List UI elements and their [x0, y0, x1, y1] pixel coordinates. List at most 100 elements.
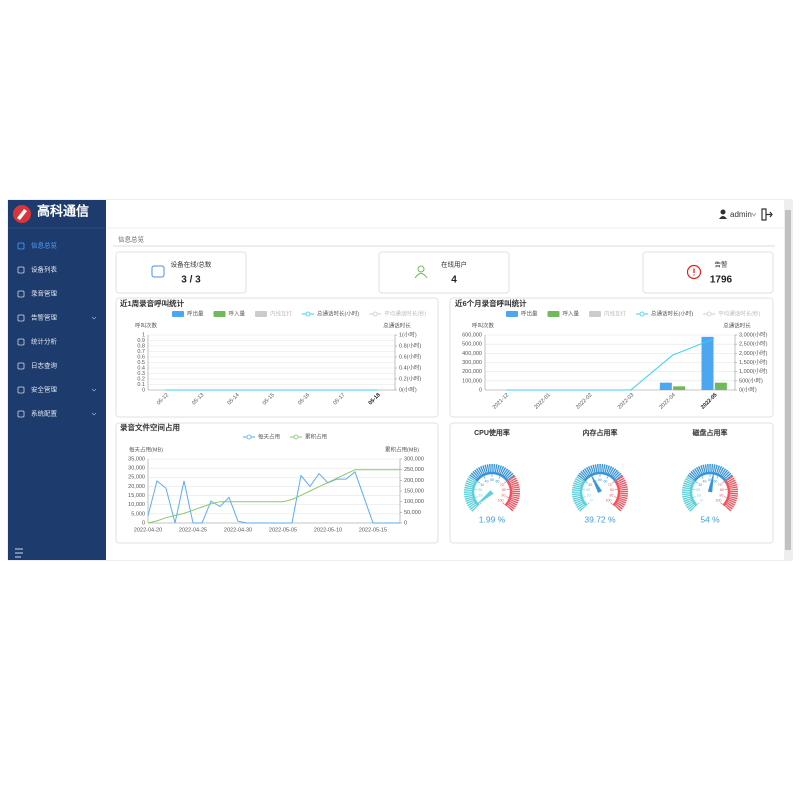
- gauge-tick: [697, 502, 700, 505]
- menu-item[interactable]: 设备列表: [31, 265, 58, 274]
- legend-label[interactable]: 总通话时长(小时): [651, 309, 693, 317]
- legend-marker[interactable]: [372, 311, 378, 317]
- chart-title: 录音文件空间占用: [120, 422, 180, 432]
- stat-card: [642, 251, 774, 294]
- menu-item[interactable]: 安全管理: [31, 385, 58, 394]
- legend-marker[interactable]: [547, 311, 560, 317]
- panel: [449, 422, 774, 544]
- collapse-button[interactable]: [15, 548, 23, 558]
- legend-label[interactable]: 呼出量: [521, 309, 538, 317]
- gauge-tick: [614, 496, 617, 498]
- gauge-tick-label: 70: [718, 483, 722, 487]
- x-tick-label: 2022-05-10: [314, 527, 342, 533]
- gauge-tick-label: 40: [703, 479, 707, 483]
- gauge-tick-label: 10: [697, 494, 701, 498]
- legend-marker[interactable]: [213, 311, 226, 317]
- menu-item[interactable]: 系统配置: [31, 409, 58, 418]
- menu-item[interactable]: 信息总览: [31, 241, 58, 250]
- gauge-tick-label: 80: [502, 488, 506, 492]
- legend-marker[interactable]: [589, 311, 602, 317]
- menu-icon[interactable]: [17, 242, 25, 250]
- y-tick-label: 300,000: [462, 360, 482, 366]
- menu-item[interactable]: 告警管理: [31, 313, 58, 322]
- menu-chevron[interactable]: [91, 316, 97, 320]
- legend-label[interactable]: 总通话时长(小时): [317, 309, 359, 317]
- menu-icon[interactable]: [17, 290, 25, 298]
- legend-label[interactable]: 平均通话时长(秒): [384, 309, 426, 317]
- x-tick-label: 2022-05-15: [359, 527, 387, 533]
- user-dropdown[interactable]: [751, 212, 757, 217]
- y-tick-label: 30,000: [128, 466, 145, 472]
- y-tick-label: 1: [142, 332, 145, 338]
- gauge-tick: [721, 481, 725, 484]
- menu-item[interactable]: 统计分析: [31, 337, 58, 346]
- legend-marker[interactable]: [506, 311, 518, 317]
- user-icon-body[interactable]: [719, 216, 727, 219]
- gauge-band-inner: [579, 480, 588, 507]
- menu-item[interactable]: 日志查询: [31, 361, 58, 370]
- legend-label[interactable]: 每天占用: [258, 432, 280, 440]
- y2-tick-label: 0.2(小时): [399, 374, 421, 382]
- x-tick-label: 2022-05-05: [269, 527, 297, 533]
- gauge-tick-label: 20: [478, 488, 482, 492]
- card-value: 3 / 3: [181, 275, 201, 286]
- y-axis-name: 呼叫次数: [472, 321, 495, 329]
- menu-icon[interactable]: [17, 386, 25, 394]
- menu-chevron[interactable]: [91, 412, 97, 416]
- gauge-band-inner: [612, 480, 621, 507]
- menu-icon[interactable]: [17, 266, 25, 274]
- gauge-tick-label: 60: [603, 479, 607, 483]
- menu-icon[interactable]: [17, 338, 25, 346]
- chart-title: 近1周录音呼叫统计: [120, 298, 185, 308]
- logo-mark: [17, 209, 27, 220]
- gauge-tick-label: 100: [497, 498, 503, 502]
- gauge-tick: [693, 496, 696, 498]
- y2-tick-label: 1,500(小时): [739, 358, 768, 366]
- legend-marker[interactable]: [293, 434, 299, 440]
- gauge-tick: [483, 476, 486, 479]
- legend-marker[interactable]: [255, 311, 268, 317]
- legend-label[interactable]: 呼入量: [229, 310, 246, 317]
- gauge-band-inner: [583, 471, 617, 482]
- gauge-tick-label: 20: [696, 488, 700, 492]
- legend-marker[interactable]: [639, 311, 645, 317]
- y2-tick-label: 1,000(小时): [739, 367, 768, 375]
- series-line: [505, 338, 715, 391]
- legend-marker[interactable]: [246, 434, 252, 440]
- legend-label[interactable]: 内线互打: [604, 309, 627, 317]
- gauge-title: 磁盘占用率: [693, 428, 728, 437]
- legend-label[interactable]: 呼出量: [187, 309, 204, 317]
- gauge-value: 54 %: [700, 514, 720, 524]
- legend-label[interactable]: 平均通话时长(秒): [718, 309, 760, 317]
- menu-icon[interactable]: [17, 410, 25, 418]
- gauge-tick-label: 60: [495, 479, 499, 483]
- card-value: 4: [451, 275, 457, 286]
- y2-tick-label: 200,000: [404, 478, 424, 484]
- legend-marker[interactable]: [305, 311, 311, 317]
- gauge-tick: [716, 476, 719, 479]
- sidebar: [8, 200, 106, 560]
- gauge-tick-label: 90: [501, 494, 505, 498]
- legend-label[interactable]: 内线互打: [270, 309, 293, 317]
- y-tick-label: 400,000: [462, 351, 482, 357]
- menu-chevron[interactable]: [91, 388, 97, 392]
- gauge-band: [682, 475, 697, 512]
- legend-label[interactable]: 累积占用: [305, 432, 327, 440]
- y2-tick-label: 0.6(小时): [399, 352, 421, 360]
- gauge-tick: [502, 502, 505, 505]
- gauge-tick-label: 70: [500, 483, 504, 487]
- legend-label[interactable]: 呼入量: [563, 310, 580, 317]
- user-name[interactable]: admin: [730, 210, 752, 219]
- scroll-thumb[interactable]: [785, 210, 791, 550]
- legend-marker[interactable]: [172, 311, 184, 317]
- legend-marker[interactable]: [706, 311, 712, 317]
- gauge-tick: [606, 476, 609, 479]
- card-label: 告警: [715, 260, 729, 269]
- gauge-tick: [503, 481, 507, 484]
- menu-item[interactable]: 录音管理: [31, 289, 58, 298]
- gauge-band-inner: [693, 471, 727, 482]
- menu-icon[interactable]: [17, 362, 25, 370]
- user-icon[interactable]: [720, 209, 726, 215]
- menu-icon[interactable]: [17, 314, 25, 322]
- logout-button[interactable]: [761, 208, 773, 221]
